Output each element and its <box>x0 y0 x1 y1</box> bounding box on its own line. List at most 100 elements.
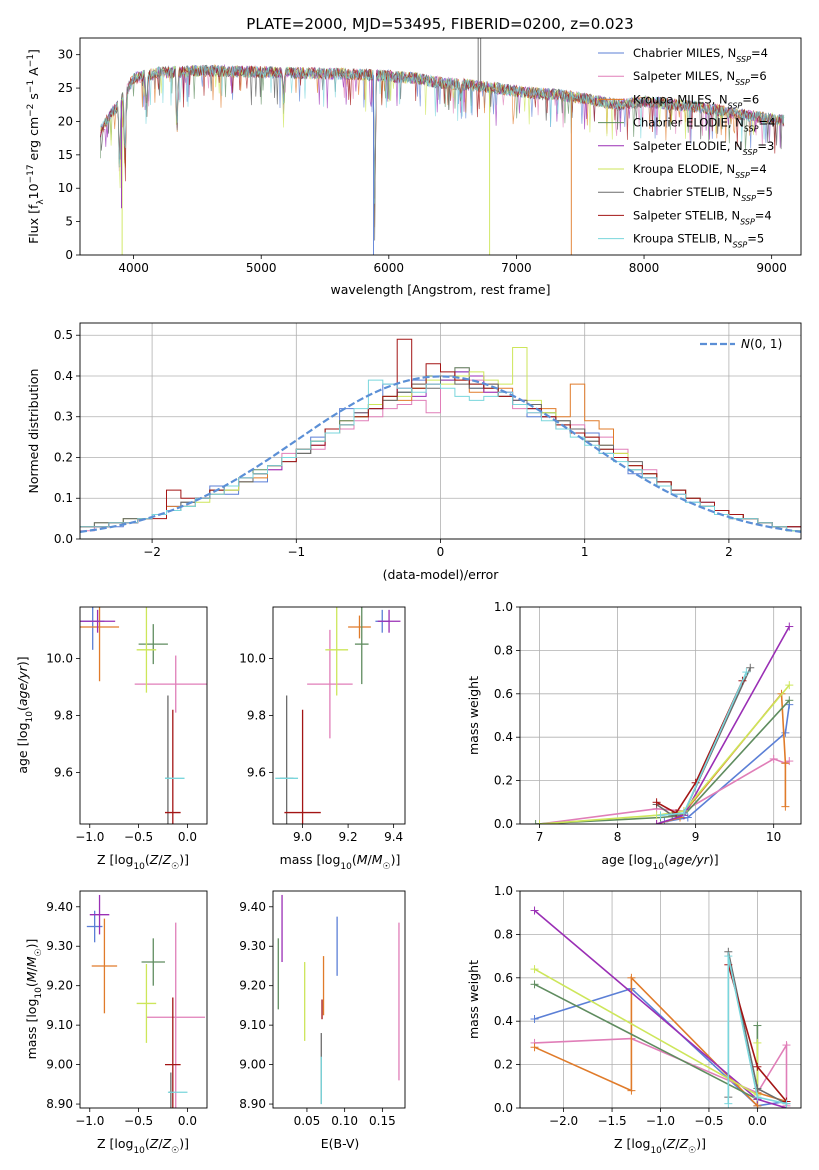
errorbar-salpeter_stelib <box>284 709 321 824</box>
legend-library: Salpeter ELODIE, N <box>633 139 743 153</box>
label-part: N <box>741 337 750 351</box>
label-part: ☉ <box>688 1146 696 1156</box>
errorbar-kroupa_elodie <box>136 607 157 693</box>
x-tick-label: 0.05 <box>294 1114 321 1128</box>
y-tick-label: 9.30 <box>46 939 73 953</box>
label-part: mass [log <box>280 852 341 867</box>
y-tick-label: 1.0 <box>494 884 513 898</box>
y-tick-label: 5 <box>65 215 73 229</box>
label-part: M <box>372 852 383 867</box>
label-part: ( <box>664 852 669 867</box>
plot-area <box>275 607 401 824</box>
series-kroupa_stelib <box>724 952 791 1108</box>
label-part: λ <box>36 199 46 205</box>
label-part: 10 <box>340 862 352 872</box>
legend-sub: SSP <box>735 171 750 180</box>
label-part: 10 <box>26 183 41 199</box>
series-line <box>534 968 759 1097</box>
label-part: ☉ <box>34 948 44 956</box>
plot-area <box>531 622 794 824</box>
label-part: age [log <box>601 852 652 867</box>
legend-sub: SSP <box>728 101 743 110</box>
axes-frame <box>272 890 406 1109</box>
label-part: ( <box>24 982 39 987</box>
legend-count: =5 <box>756 185 773 199</box>
label-part: Z <box>162 1136 172 1151</box>
legend-count: =6 <box>750 69 767 83</box>
errorbar-salpeter_miles <box>134 655 207 713</box>
x-axis-label: Z [log10(Z/Z☉)] <box>614 1136 706 1156</box>
figure-title: PLATE=2000, MJD=53495, FIBERID=0200, z=0… <box>246 15 633 33</box>
legend-label: Chabrier ELODIE, NSSP=4 <box>633 116 775 134</box>
label-part: A <box>26 67 41 80</box>
label-part: 10 <box>133 862 145 872</box>
y-axis-label: mass [log10(M/M☉)] <box>24 939 44 1060</box>
y-tick-label: 10.0 <box>46 651 73 665</box>
legend-label: Salpeter STELIB, NSSP=4 <box>633 208 772 226</box>
series-line <box>727 955 787 1105</box>
y-tick-label: 9.20 <box>46 979 73 993</box>
label-part: ☉ <box>171 862 179 872</box>
axes-frame <box>272 606 406 825</box>
errorbar-salpeter_miles <box>307 629 353 739</box>
y-tick-label: 15 <box>58 148 73 162</box>
y-tick-label: 0.5 <box>54 328 73 342</box>
y-tick-label: 9.6 <box>247 766 266 780</box>
x-tick-label: 1 <box>581 545 589 559</box>
label-part: ☉ <box>383 862 391 872</box>
x-tick-label: 9.0 <box>293 830 312 844</box>
label-part: M <box>24 956 39 967</box>
x-axis-label: Z [log10(Z/Z☉)] <box>97 852 189 872</box>
label-part: ( <box>662 1136 667 1151</box>
series-line <box>656 680 744 815</box>
x-tick-label: 8 <box>614 830 622 844</box>
y-tick-label: 9.10 <box>239 1018 266 1032</box>
y-tick-label: 0.1 <box>54 491 73 505</box>
x-tick-label: −1 <box>287 545 305 559</box>
legend-count: =4 <box>751 46 768 60</box>
x-tick-label: −1.5 <box>597 1114 626 1128</box>
y-tick-label: 0.4 <box>54 369 73 383</box>
y-tick-label: 9.40 <box>46 900 73 914</box>
label-part: ] <box>26 49 41 54</box>
legend-count: =5 <box>747 232 764 246</box>
x-tick-label: 2 <box>725 545 733 559</box>
legend-sub: SSP <box>735 78 750 87</box>
y-tick-label: 9.20 <box>239 979 266 993</box>
y-tick-label: 0.2 <box>54 450 73 464</box>
plot-area <box>80 607 207 824</box>
y-tick-label: 0.8 <box>494 927 513 941</box>
legend-library: Salpeter MILES, N <box>633 69 735 83</box>
errorbar-chabrier_elodie <box>354 607 369 685</box>
y-tick-label: 20 <box>58 114 73 128</box>
legend-count: =4 <box>759 116 776 130</box>
panel-mass_weight_vs_age: 7 8 9 10 0.0 0.2 0.4 0.6 0.8 1.0 mass weight age [l… <box>466 600 802 872</box>
y-tick-label: 9.8 <box>54 709 73 723</box>
x-tick-label: 9 <box>692 830 700 844</box>
y-tick-label: 9.00 <box>239 1058 266 1072</box>
legend-sub: SSP <box>741 194 756 203</box>
label-part: −17 <box>26 164 36 183</box>
label-part: ( <box>15 706 30 711</box>
x-axis-label: wavelength [Angstrom, rest frame] <box>330 282 550 297</box>
legend-label: Chabrier MILES, NSSP=4 <box>633 46 768 64</box>
x-tick-label: 7 <box>536 830 544 844</box>
label-part: Z <box>666 1136 676 1151</box>
label-part: / <box>368 852 373 867</box>
legend-library: Kroupa MILES, N <box>633 92 728 106</box>
legend-sub: SSP <box>736 55 751 64</box>
panel-mass_vs_ebv: 0.05 0.10 0.15 8.90 9.00 9.10 9.20 9.30 9.40 E(B-… <box>239 890 406 1151</box>
series-salpeter_stelib <box>652 676 747 818</box>
x-tick-label: 8000 <box>629 261 660 275</box>
x-tick-label: 9.2 <box>339 830 358 844</box>
x-tick-label: 5000 <box>246 261 277 275</box>
errorbar-kroupa_elodie <box>136 963 157 1043</box>
axes-frame <box>79 890 208 1109</box>
label-part: )] <box>24 939 39 949</box>
label-part: 10 <box>650 1146 662 1156</box>
plot-area <box>100 38 785 255</box>
label-part: (0, 1) <box>750 337 782 351</box>
legend-label: Kroupa STELIB, NSSP=5 <box>633 232 764 250</box>
legend-sub: SSP <box>744 124 759 133</box>
y-tick-label: 0.0 <box>494 1101 513 1115</box>
